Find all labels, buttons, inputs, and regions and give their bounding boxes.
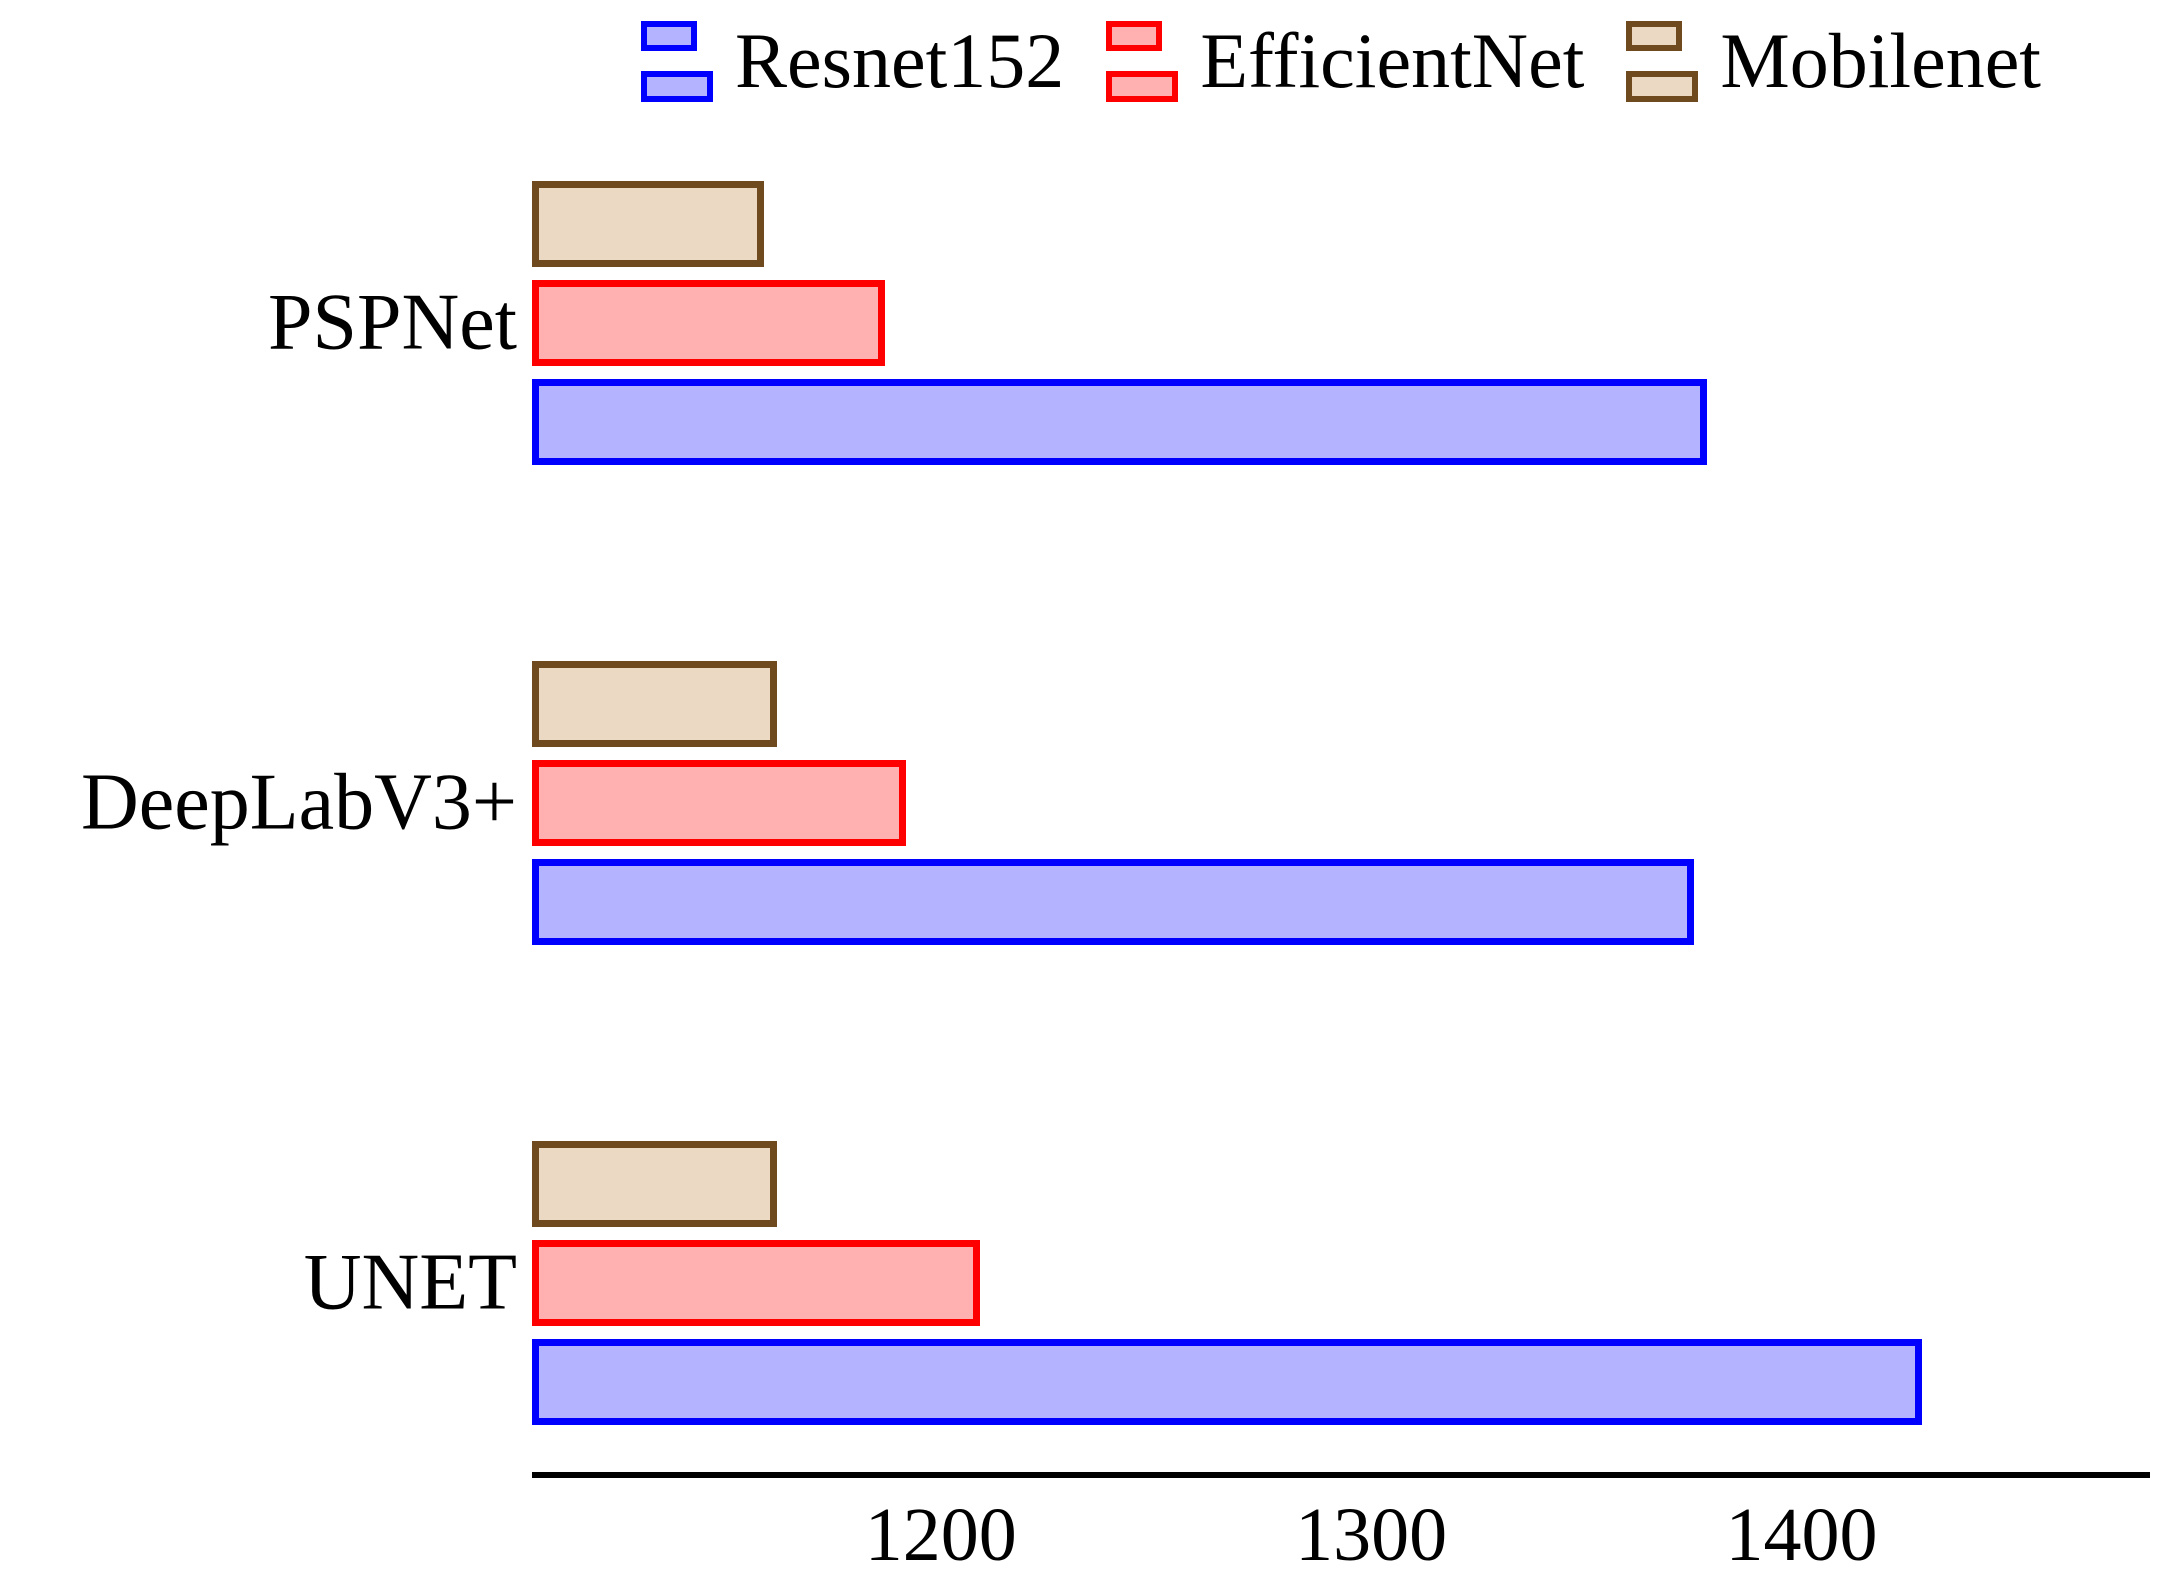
x-axis-line — [532, 1472, 2150, 1478]
legend: Resnet152 EfficientNet Mobilenet — [532, 6, 2150, 116]
bar-deeplabv3-efficientnet — [532, 760, 906, 846]
x-tick-1300: 1300 — [1295, 1493, 1448, 1577]
legend-swatch-bar-icon — [641, 71, 714, 102]
legend-swatch-bar-icon — [1106, 21, 1163, 51]
legend-item-resnet152: Resnet152 — [641, 11, 1064, 111]
legend-label-efficientnet: EfficientNet — [1200, 17, 1585, 104]
legend-swatch-bar-icon — [1106, 71, 1179, 102]
legend-swatch-mobilenet-icon — [1626, 19, 1704, 103]
legend-swatch-efficientnet-icon — [1106, 19, 1184, 103]
bar-unet-efficientnet — [532, 1240, 980, 1326]
x-tick-1400: 1400 — [1725, 1493, 1878, 1577]
bar-unet-resnet152 — [532, 1339, 1922, 1425]
legend-item-efficientnet: EfficientNet — [1106, 11, 1584, 111]
x-tick-1200: 1200 — [864, 1493, 1017, 1577]
bar-pspnet-efficientnet — [532, 280, 885, 366]
bar-pspnet-resnet152 — [532, 379, 1707, 465]
bar-unet-mobilenet — [532, 1141, 777, 1227]
legend-label-mobilenet: Mobilenet — [1720, 17, 2041, 104]
bar-pspnet-mobilenet — [532, 181, 764, 267]
legend-swatch-bar-icon — [1626, 71, 1699, 102]
legend-item-mobilenet: Mobilenet — [1626, 11, 2041, 111]
bar-deeplabv3-mobilenet — [532, 661, 777, 747]
legend-swatch-bar-icon — [1626, 21, 1683, 51]
category-label-deeplabv3: DeepLabV3+ — [80, 758, 517, 847]
legend-swatch-resnet152-icon — [641, 19, 719, 103]
bar-deeplabv3-resnet152 — [532, 859, 1694, 945]
legend-swatch-bar-icon — [641, 21, 698, 51]
legend-label-resnet152: Resnet152 — [735, 17, 1065, 104]
category-label-pspnet: PSPNet — [268, 278, 517, 367]
category-label-unet: UNET — [303, 1238, 517, 1327]
